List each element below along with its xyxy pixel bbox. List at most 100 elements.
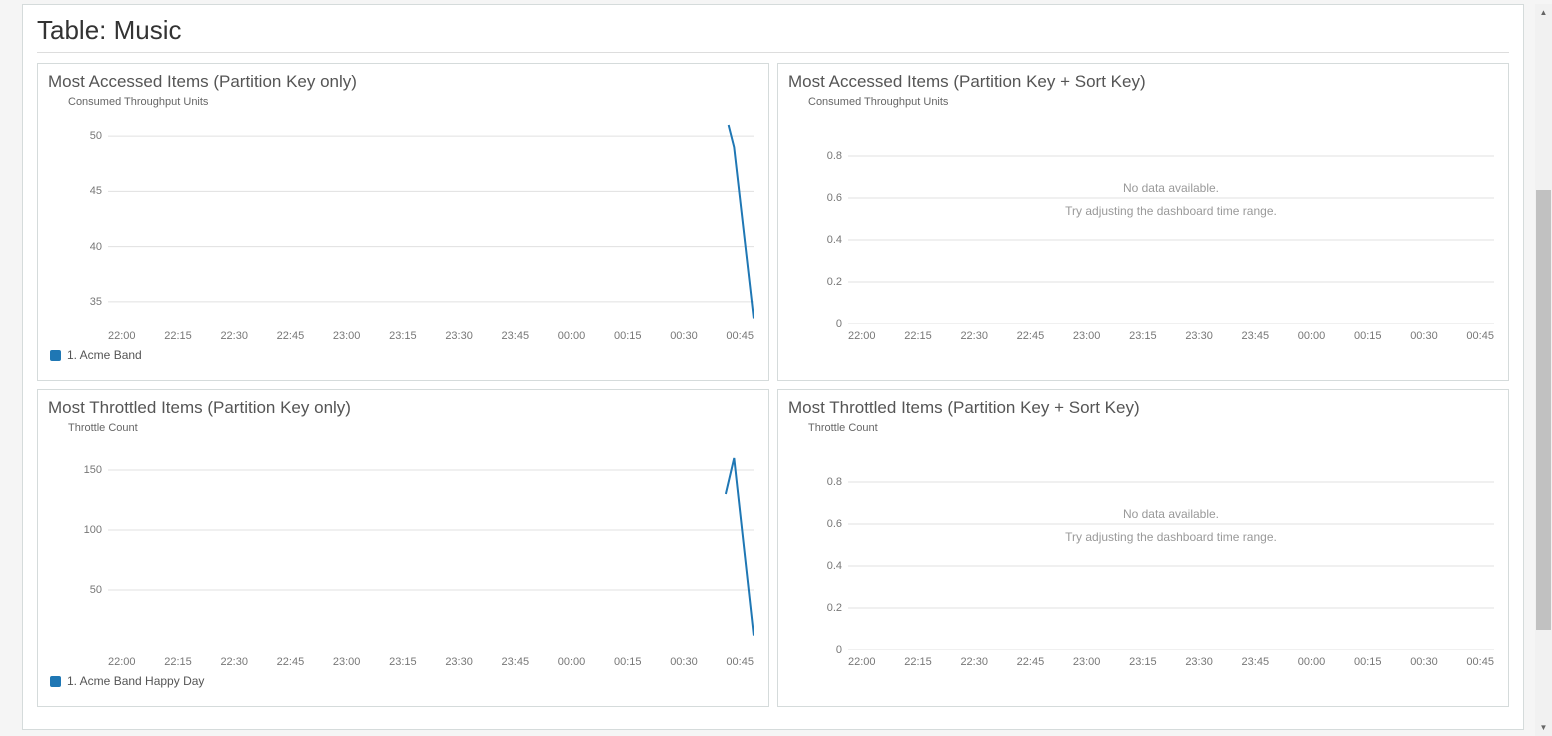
x-tick-label: 00:30	[670, 656, 698, 668]
x-tick-label: 22:00	[108, 656, 136, 668]
x-tick-label: 23:15	[389, 656, 417, 668]
chart-title: Most Accessed Items (Partition Key + Sor…	[788, 72, 1498, 92]
scrollbar-up-arrow[interactable]: ▲	[1535, 4, 1552, 21]
x-axis: 22:00 22:15 22:30 22:45 23:00 23:15 23:30 23:45…	[848, 330, 1494, 342]
chart-area: 00.20.40.60.8No data available.Try adjus…	[788, 114, 1498, 324]
x-tick-label: 23:00	[1073, 330, 1101, 342]
x-tick-label: 00:30	[1410, 656, 1438, 668]
x-tick-label: 00:45	[726, 656, 754, 668]
chart-title: Most Throttled Items (Partition Key + So…	[788, 398, 1498, 418]
page-title: Table: Music	[37, 15, 1509, 53]
x-tick-label: 23:45	[502, 330, 530, 342]
x-tick-label: 00:45	[726, 330, 754, 342]
x-tick-label: 23:45	[1242, 656, 1270, 668]
y-tick-label: 40	[90, 241, 102, 253]
x-tick-label: 22:15	[164, 656, 192, 668]
legend-swatch-icon	[50, 676, 61, 687]
x-tick-label: 00:00	[1298, 330, 1326, 342]
x-tick-label: 22:45	[1017, 330, 1045, 342]
scrollbar-thumb[interactable]	[1536, 190, 1551, 630]
y-tick-label: 0.4	[827, 560, 842, 572]
legend-swatch-icon	[50, 350, 61, 361]
legend-label: 1. Acme Band Happy Day	[67, 674, 204, 688]
x-tick-label: 23:15	[389, 330, 417, 342]
y-tick-label: 150	[84, 464, 102, 476]
scrollbar-down-arrow[interactable]: ▼	[1535, 719, 1552, 736]
x-tick-label: 00:00	[1298, 656, 1326, 668]
x-tick-label: 23:30	[445, 656, 473, 668]
chart-area: 35 40 45 50	[48, 114, 758, 324]
y-axis-title: Throttle Count	[68, 422, 758, 434]
chart-panel-most-throttled-pk-sort: Most Throttled Items (Partition Key + So…	[777, 389, 1509, 707]
x-tick-label: 22:30	[960, 656, 988, 668]
no-data-message: No data available.Try adjusting the dash…	[848, 177, 1494, 223]
vertical-scrollbar[interactable]: ▲ ▼	[1535, 4, 1552, 736]
y-tick-label: 0	[836, 318, 842, 330]
x-tick-label: 00:15	[614, 330, 642, 342]
x-tick-label: 00:30	[1410, 330, 1438, 342]
chart-title: Most Accessed Items (Partition Key only)	[48, 72, 758, 92]
y-tick-label: 50	[90, 130, 102, 142]
legend-item[interactable]: 1. Acme Band Happy Day	[50, 674, 758, 688]
chart-area: 00.20.40.60.8No data available.Try adjus…	[788, 440, 1498, 650]
x-tick-label: 23:00	[333, 330, 361, 342]
y-tick-label: 0.8	[827, 476, 842, 488]
x-tick-label: 22:45	[1017, 656, 1045, 668]
no-data-message: No data available.Try adjusting the dash…	[848, 503, 1494, 549]
x-tick-label: 22:00	[848, 330, 876, 342]
x-tick-label: 22:30	[220, 330, 248, 342]
y-tick-label: 50	[90, 584, 102, 596]
y-tick-label: 0.8	[827, 150, 842, 162]
x-tick-label: 00:30	[670, 330, 698, 342]
x-tick-label: 22:15	[904, 656, 932, 668]
x-tick-label: 23:30	[1185, 656, 1213, 668]
x-axis: 22:00 22:15 22:30 22:45 23:00 23:15 23:30 23:45…	[848, 656, 1494, 668]
x-tick-label: 22:30	[960, 330, 988, 342]
x-tick-label: 23:00	[1073, 656, 1101, 668]
x-tick-label: 23:00	[333, 656, 361, 668]
x-tick-label: 22:30	[220, 656, 248, 668]
x-tick-label: 23:15	[1129, 656, 1157, 668]
x-tick-label: 23:15	[1129, 330, 1157, 342]
chart-panel-most-accessed-pk: Most Accessed Items (Partition Key only)…	[37, 63, 769, 381]
x-tick-label: 23:45	[1242, 330, 1270, 342]
y-tick-label: 45	[90, 185, 102, 197]
x-axis: 22:00 22:15 22:30 22:45 23:00 23:15 23:30 23:45…	[108, 330, 754, 342]
table-panel: Table: Music Most Accessed Items (Partit…	[22, 4, 1524, 730]
y-tick-label: 0	[836, 644, 842, 656]
x-tick-label: 22:45	[277, 656, 305, 668]
legend-label: 1. Acme Band	[67, 348, 142, 362]
x-tick-label: 23:45	[502, 656, 530, 668]
y-tick-label: 100	[84, 524, 102, 536]
x-tick-label: 23:30	[445, 330, 473, 342]
x-tick-label: 00:15	[614, 656, 642, 668]
x-axis: 22:00 22:15 22:30 22:45 23:00 23:15 23:30 23:45…	[108, 656, 754, 668]
y-tick-label: 0.6	[827, 192, 842, 204]
chart-title: Most Throttled Items (Partition Key only…	[48, 398, 758, 418]
y-axis-title: Consumed Throughput Units	[808, 96, 1498, 108]
x-tick-label: 00:00	[558, 656, 586, 668]
y-tick-label: 0.4	[827, 234, 842, 246]
chart-panel-most-accessed-pk-sort: Most Accessed Items (Partition Key + Sor…	[777, 63, 1509, 381]
y-tick-label: 0.2	[827, 276, 842, 288]
legend-item[interactable]: 1. Acme Band	[50, 348, 758, 362]
x-tick-label: 22:15	[164, 330, 192, 342]
chart-area: 50 100 150	[48, 440, 758, 650]
y-axis-title: Consumed Throughput Units	[68, 96, 758, 108]
x-tick-label: 00:15	[1354, 330, 1382, 342]
x-tick-label: 22:15	[904, 330, 932, 342]
y-tick-label: 0.6	[827, 518, 842, 530]
x-tick-label: 22:45	[277, 330, 305, 342]
x-tick-label: 00:45	[1466, 330, 1494, 342]
x-tick-label: 00:15	[1354, 656, 1382, 668]
x-tick-label: 00:00	[558, 330, 586, 342]
y-tick-label: 0.2	[827, 602, 842, 614]
y-tick-label: 35	[90, 296, 102, 308]
chart-panel-most-throttled-pk: Most Throttled Items (Partition Key only…	[37, 389, 769, 707]
x-tick-label: 22:00	[848, 656, 876, 668]
x-tick-label: 00:45	[1466, 656, 1494, 668]
x-tick-label: 22:00	[108, 330, 136, 342]
chart-grid: Most Accessed Items (Partition Key only)…	[37, 63, 1509, 707]
y-axis-title: Throttle Count	[808, 422, 1498, 434]
x-tick-label: 23:30	[1185, 330, 1213, 342]
